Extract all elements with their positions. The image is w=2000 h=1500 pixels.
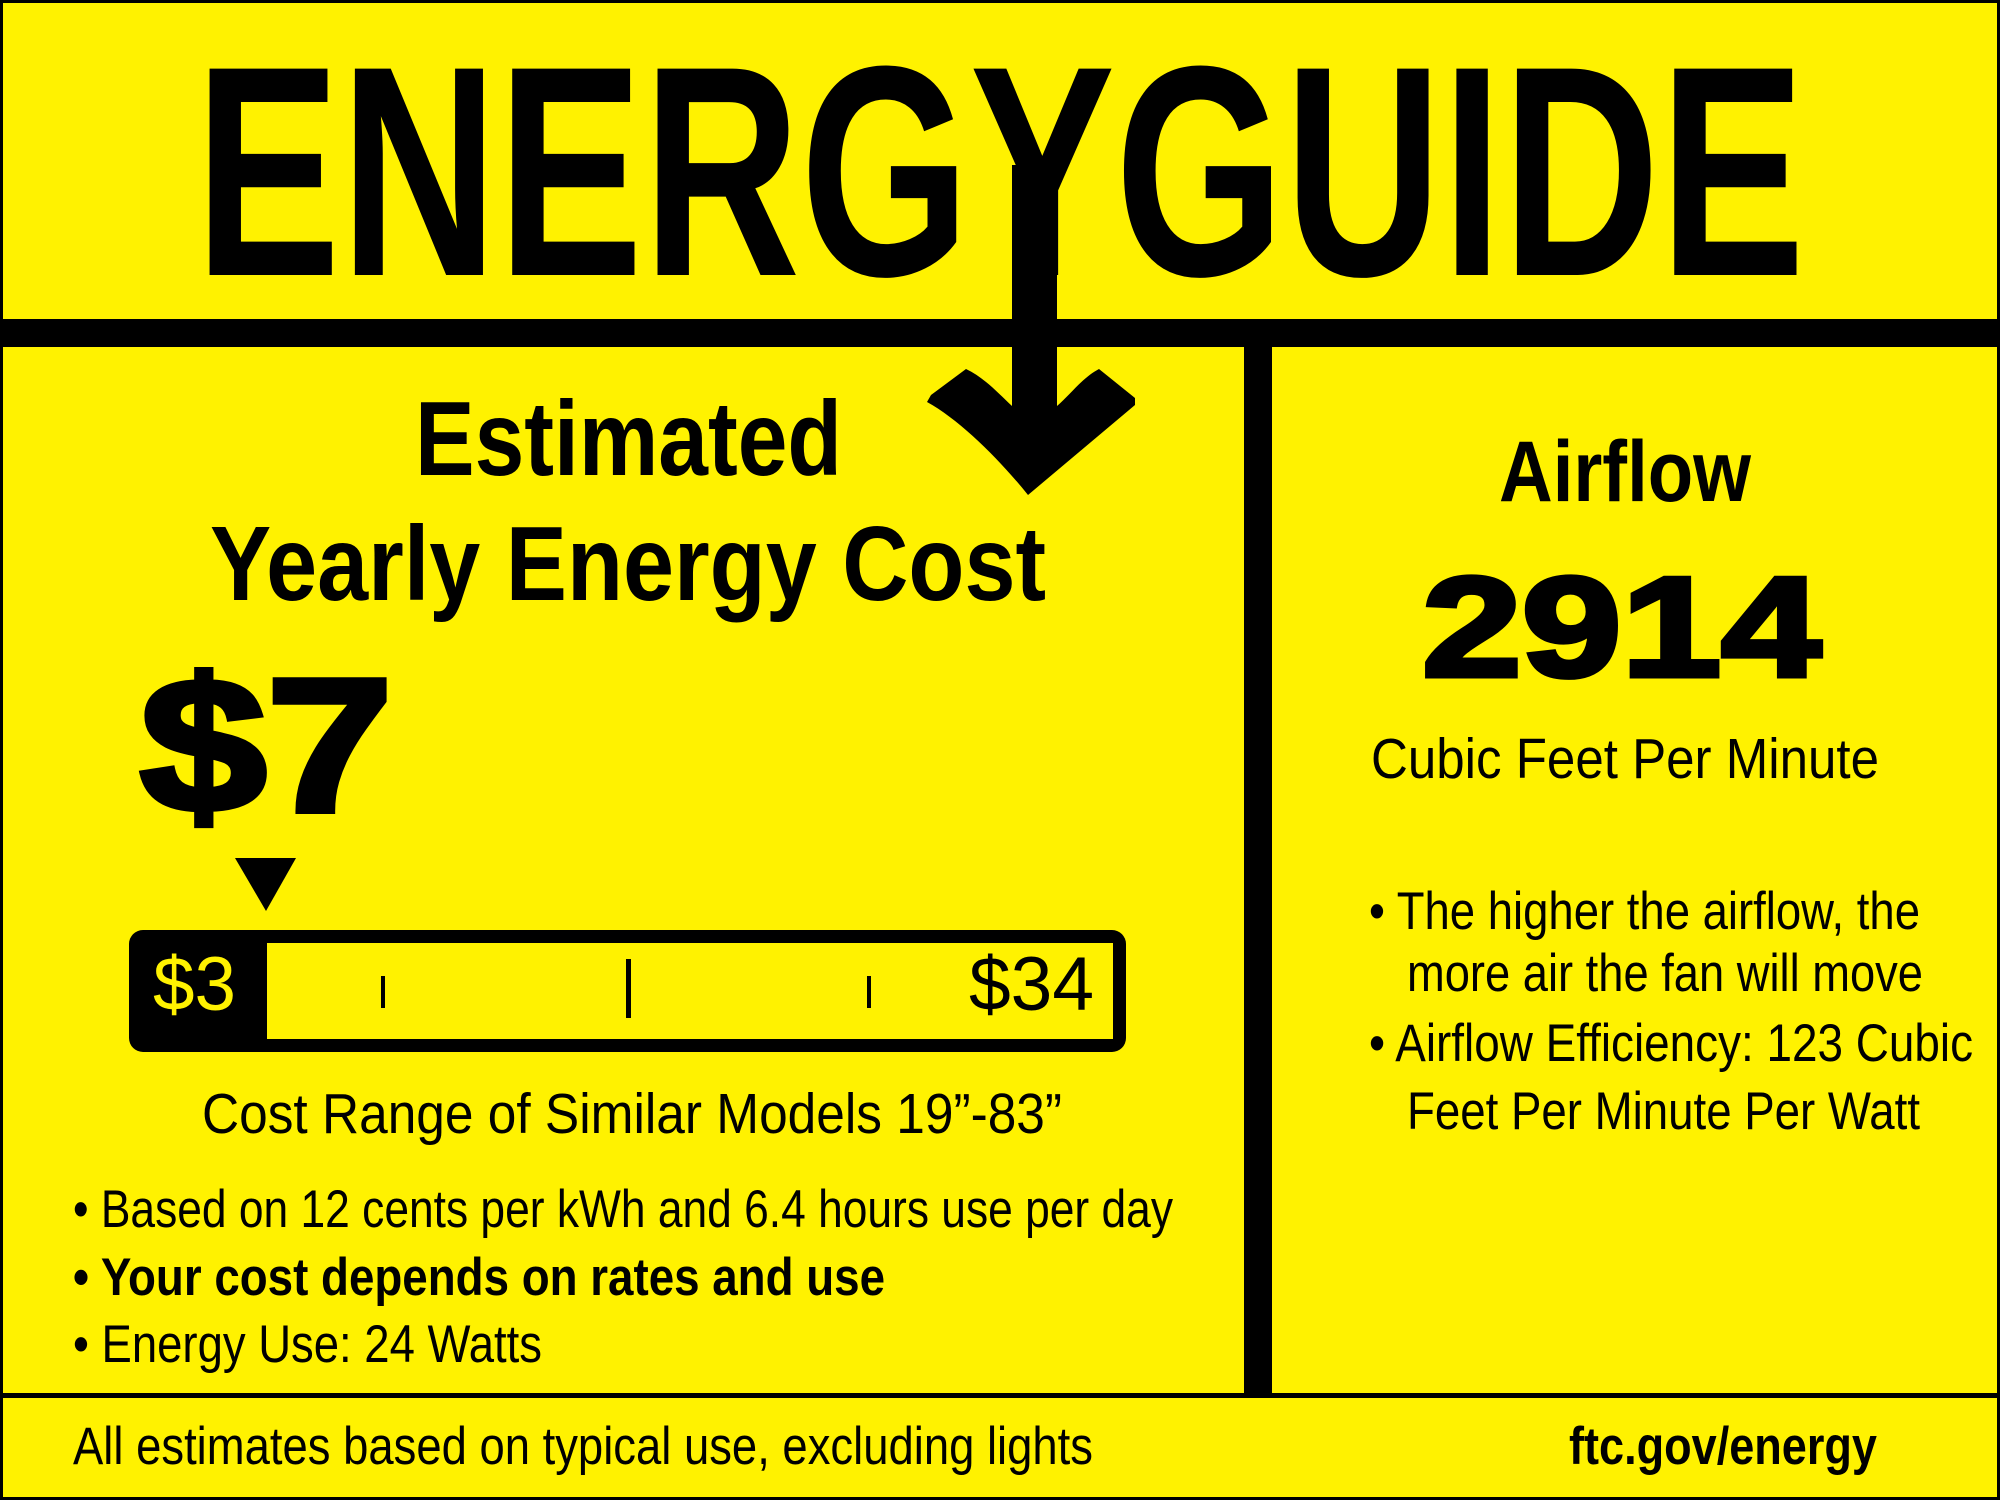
header-divider [0, 319, 2000, 347]
airflow-bullet-2-line-2: Feet Per Minute Per Watt [1407, 1082, 1920, 1141]
footer-note: All estimates based on typical use, excl… [73, 1417, 1093, 1476]
scale-tick-mid [626, 959, 631, 1018]
footer-divider [0, 1393, 2000, 1398]
scale-tick [381, 976, 385, 1008]
scale-track [267, 943, 1113, 1039]
airflow-unit: Cubic Feet Per Minute [1371, 727, 1879, 791]
heading-estimated: Estimated [415, 380, 842, 498]
bullet-energy-use: • Energy Use: 24 Watts [73, 1315, 542, 1374]
cost-range-caption: Cost Range of Similar Models 19”-83” [202, 1082, 1062, 1146]
down-arrow-icon [927, 165, 1135, 495]
airflow-value: 2914 [1422, 548, 1821, 707]
airflow-bullet-2-line-1: • Airflow Efficiency: 123 Cubic [1369, 1014, 1973, 1073]
heading-yearly-energy-cost: Yearly Energy Cost [210, 505, 1046, 623]
title-energyguide: ENERGYGUIDE [195, 3, 1805, 339]
footer-url-link[interactable]: ftc.gov/energy [1569, 1417, 1877, 1476]
bullet-cost-depends: • Your cost depends on rates and use [73, 1248, 885, 1307]
estimated-cost-value: $7 [140, 640, 393, 852]
vertical-divider [1244, 347, 1272, 1395]
down-triangle-icon [235, 858, 296, 911]
bullet-rate-basis: • Based on 12 cents per kWh and 6.4 hour… [73, 1180, 1173, 1239]
airflow-bullet-1-line-2: more air the fan will move [1407, 944, 1923, 1003]
cost-range-scale: $3 $34 [129, 930, 1126, 1052]
scale-max-label: $34 [969, 942, 1094, 1027]
scale-tick [867, 976, 871, 1008]
scale-min-label: $3 [153, 942, 236, 1027]
airflow-bullet-1-line-1: • The higher the airflow, the [1369, 882, 1920, 941]
airflow-heading: Airflow [1499, 424, 1752, 520]
